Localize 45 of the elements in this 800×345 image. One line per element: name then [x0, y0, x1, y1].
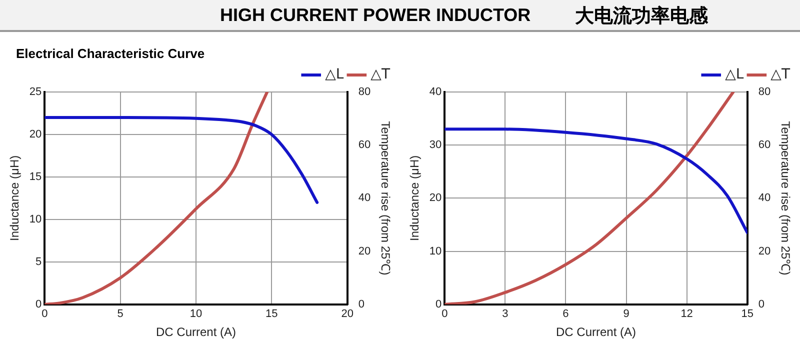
y-tick-label: 0 [436, 298, 442, 310]
y2-tick-label: 20 [358, 245, 371, 258]
line-series [444, 128, 748, 234]
y-tick-label: 20 [429, 192, 442, 204]
y2-tick-label: 60 [758, 139, 771, 152]
x-tick-label: 15 [741, 308, 754, 320]
y-tick-label: 0 [36, 298, 42, 310]
legend-label: △T [370, 66, 390, 83]
y2-tick-label: 20 [758, 245, 771, 258]
chart-subtitle: Electrical Characteristic Curve [16, 46, 205, 61]
x-tick-label: 5 [117, 308, 124, 320]
y-tick-label: 15 [29, 170, 42, 183]
x-tick-label: 9 [623, 308, 630, 320]
y-axis-title: Inductance (μH) [408, 155, 422, 242]
x-tick-label: 12 [680, 308, 693, 320]
y-tick-label: 30 [429, 139, 442, 152]
x-tick-label: 6 [562, 308, 569, 320]
y2-tick-label: 40 [358, 192, 371, 204]
y2-tick-label: 0 [758, 298, 764, 310]
x-axis-title: DC Current (A) [556, 325, 636, 340]
y-tick-label: 5 [36, 256, 42, 268]
text: 大电流功率电感 [575, 4, 708, 29]
y2-tick-label: 80 [358, 86, 371, 98]
y-axis-title: Inductance (μH) [8, 155, 22, 242]
x-tick-label: 20 [341, 308, 354, 320]
y2-tick-label: 0 [358, 298, 364, 310]
y-tick-label: 10 [29, 213, 42, 226]
y2-axis-title: Temperature rise (from 25℃) [378, 121, 392, 276]
x-tick-label: 10 [190, 308, 202, 320]
legend-label: △L [725, 66, 744, 83]
x-tick-label: 15 [266, 308, 278, 320]
y-tick-label: 10 [429, 245, 442, 258]
y-tick-label: 25 [29, 86, 42, 98]
chart-title: HIGH CURRENT POWER INDUCTOR [220, 5, 531, 26]
y2-tick-label: 80 [758, 86, 771, 98]
legend-label: △T [770, 66, 790, 83]
x-axis-title: DC Current (A) [156, 325, 236, 340]
y2-tick-label: 60 [358, 139, 371, 152]
x-tick-label: 3 [502, 308, 508, 320]
y2-tick-label: 40 [758, 192, 771, 204]
y-tick-label: 20 [29, 128, 42, 141]
y-tick-label: 40 [429, 86, 442, 98]
line-series [44, 116, 319, 204]
y2-axis-title: Temperature rise (from 25℃) [778, 121, 792, 276]
legend-label: △L [325, 66, 344, 83]
